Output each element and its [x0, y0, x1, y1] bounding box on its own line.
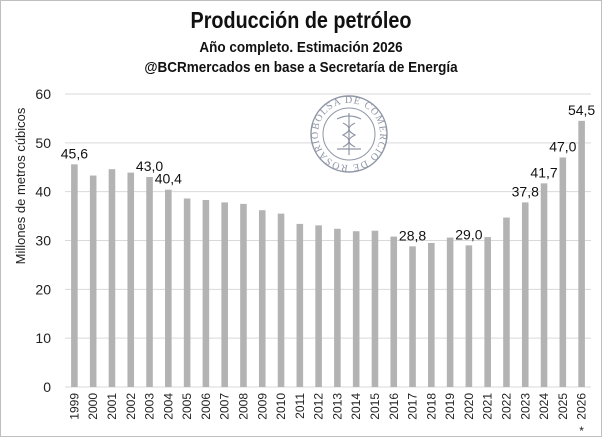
bar-1999 [71, 164, 78, 387]
bar-2003 [146, 177, 153, 387]
bar-2024 [540, 183, 548, 387]
y-axis-label: Millones de metros cúbicos [13, 107, 28, 264]
bcr-seal-watermark: BOLSA DE COMERCIO DE ROSARIO [310, 95, 388, 173]
x-tick-label: 2010 [274, 393, 288, 420]
x-tick-label: 2000 [86, 393, 100, 420]
x-tick-label: 2003 [143, 393, 157, 420]
x-tick-label: 2026 [575, 393, 589, 420]
y-tick-label: 0 [43, 379, 51, 395]
bar-2011 [296, 223, 304, 387]
chart-title: Producción de petróleo [190, 7, 412, 33]
x-tick-label: 2023 [518, 393, 532, 420]
bar-2014 [352, 231, 360, 387]
x-tick-label: 2017 [406, 393, 420, 420]
x-tick-label: 2004 [161, 393, 175, 420]
bar-2015 [371, 230, 379, 387]
x-tick-label: 2012 [312, 393, 326, 420]
x-tick-label: 2011 [293, 393, 307, 419]
chart-subtitle-1: Año completo. Estimación 2026 [199, 39, 403, 56]
bar-2004 [165, 189, 172, 387]
x-tick-label: 2008 [236, 393, 250, 420]
bar-2020 [465, 245, 473, 387]
y-tick-label: 20 [35, 281, 51, 297]
x-tick-label: 2021 [481, 393, 495, 420]
x-tick-label: 2024 [537, 393, 551, 420]
estimate-mark: * [579, 424, 584, 436]
bar-2002 [127, 172, 135, 387]
bar-2007 [221, 202, 228, 387]
x-tick-label: 2020 [462, 393, 476, 420]
x-tick-label: 2002 [124, 393, 138, 420]
bar-2006 [202, 199, 210, 387]
bar-2026 [578, 120, 585, 387]
bar-2021 [484, 237, 491, 387]
bar-2012 [315, 225, 322, 387]
bars [71, 120, 585, 387]
bar-2023 [521, 202, 529, 387]
y-tick-label: 60 [35, 86, 51, 102]
x-tick-label: 2016 [387, 393, 401, 420]
data-label-2004: 40,4 [155, 171, 182, 187]
data-label-2026: 54,5 [568, 102, 595, 118]
x-tick-label: 2015 [368, 393, 382, 420]
x-tick-label: 2005 [180, 393, 194, 420]
bar-2005 [183, 198, 191, 387]
y-tick-label: 30 [35, 233, 51, 249]
bar-2009 [258, 210, 266, 387]
x-tick-label: 2019 [443, 393, 457, 420]
x-tick-label: 2013 [330, 393, 344, 420]
y-tick-label: 10 [35, 330, 51, 346]
data-label-2003: 43,0 [136, 158, 163, 174]
data-label-2017: 28,8 [399, 227, 426, 243]
x-tick-label: 2007 [218, 393, 232, 420]
data-label-2024: 41,7 [530, 164, 557, 180]
bar-2016 [390, 236, 398, 387]
chart-subtitle-2: @BCRmercados en base a Secretaría de Ene… [144, 59, 458, 76]
data-label-1999: 45,6 [61, 145, 88, 161]
x-tick-label: 2022 [499, 393, 513, 420]
bar-2022 [503, 217, 510, 387]
y-tick-label: 50 [35, 135, 51, 151]
bar-2001 [108, 169, 116, 387]
bar-2010 [277, 213, 285, 387]
bar-2013 [334, 228, 341, 387]
bar-2017 [409, 246, 416, 387]
bar-2019 [446, 237, 454, 387]
bar-2025 [559, 157, 567, 387]
data-label-2020: 29,0 [455, 226, 482, 242]
y-axis-ticks: 0 10 20 30 40 50 60 [35, 86, 51, 395]
x-axis-ticks: 1999 2000 2001 2002 2003 2004 2005 2006 2007 2008… [67, 393, 588, 436]
y-tick-label: 40 [35, 184, 51, 200]
data-labels: 45,6 43,040,4 28,8 29,0 37,8 41,7 47,0 54,5 [61, 102, 596, 244]
x-tick-label: 2006 [199, 393, 213, 420]
x-tick-label: 2001 [105, 393, 119, 420]
x-tick-label: 2014 [349, 393, 363, 420]
x-tick-label: 2018 [424, 393, 438, 420]
x-tick-label: 1999 [67, 393, 81, 420]
x-tick-label: 2009 [255, 393, 269, 420]
data-label-2025: 47,0 [549, 138, 576, 154]
data-label-2023: 37,8 [512, 183, 539, 199]
bar-2000 [89, 175, 97, 387]
caduceus-icon [336, 113, 362, 155]
bar-2018 [428, 242, 435, 387]
bar-2008 [240, 203, 247, 387]
x-tick-label: 2025 [556, 393, 570, 420]
